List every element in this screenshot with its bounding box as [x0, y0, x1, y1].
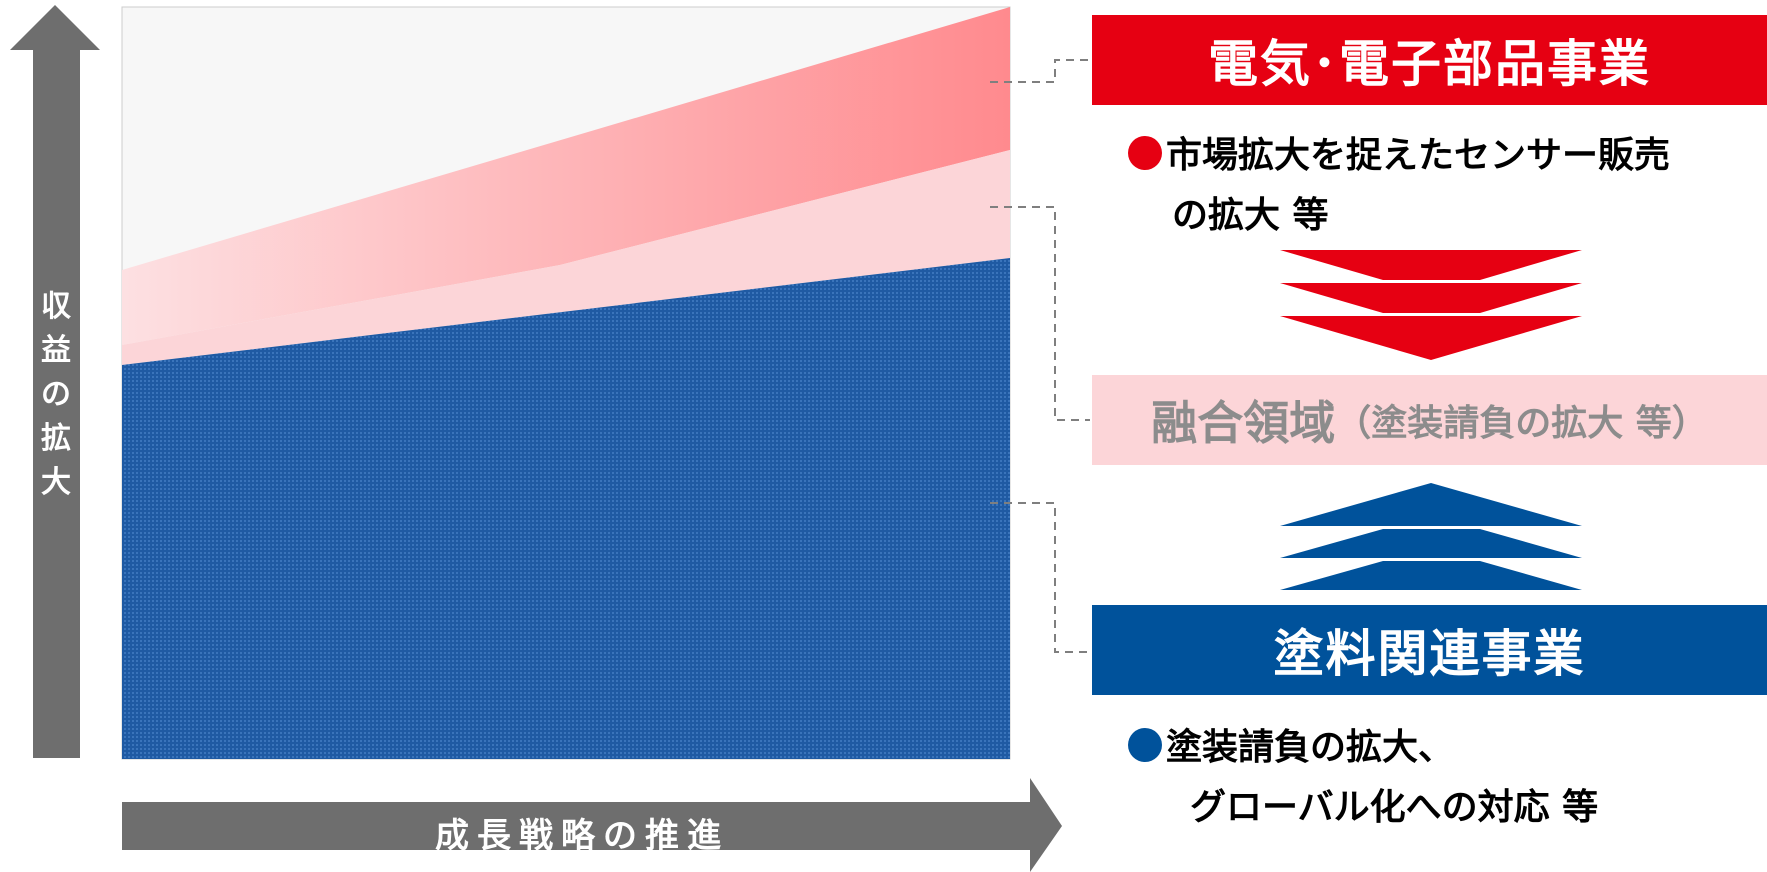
x-axis-arrow — [122, 778, 1062, 872]
blue-bullet-icon — [1128, 728, 1162, 762]
connector-electric — [990, 59, 1090, 83]
electric-bullet: 市場拡大を捉えたセンサー販売 の拡大 等 — [1128, 126, 1670, 246]
connector-fusion — [990, 206, 1090, 421]
fusion-area — [122, 150, 1010, 365]
chevron-down-icon — [1280, 250, 1582, 360]
chevron-up-icon — [1280, 483, 1582, 590]
electric-area — [122, 7, 1010, 345]
electric-segment-title: 電気･電子部品事業 — [1092, 15, 1767, 105]
fusion-title-text: 融合領域 — [1151, 396, 1336, 450]
fusion-segment-title: 融合領域 （塗装請負の拡大 等） — [1092, 375, 1767, 465]
y-axis-arrow — [10, 5, 100, 758]
paint-bullet-line-1: 塗装請負の拡大、 — [1166, 727, 1455, 768]
fusion-subtitle-text: （塗装請負の拡大 等） — [1335, 403, 1708, 444]
paint-area — [122, 258, 1010, 759]
connector-paint — [990, 502, 1090, 653]
paint-bullet-line-2: グローバル化への対応 等 — [1190, 787, 1599, 828]
paint-segment-title: 塗料関連事業 — [1092, 605, 1767, 695]
electric-bullet-line-1: 市場拡大を捉えたセンサー販売 — [1166, 135, 1671, 176]
red-bullet-icon — [1128, 136, 1162, 170]
x-axis-label: 成長戦略の推進 — [435, 816, 729, 856]
paint-bullet: 塗装請負の拡大、 グローバル化への対応 等 — [1128, 718, 1598, 838]
electric-bullet-line-2: の拡大 等 — [1172, 195, 1329, 236]
paint-title-text: 塗料関連事業 — [1273, 625, 1586, 683]
electric-title-text: 電気･電子部品事業 — [1208, 35, 1651, 93]
y-axis-label: 収益の拡大 — [41, 289, 71, 500]
